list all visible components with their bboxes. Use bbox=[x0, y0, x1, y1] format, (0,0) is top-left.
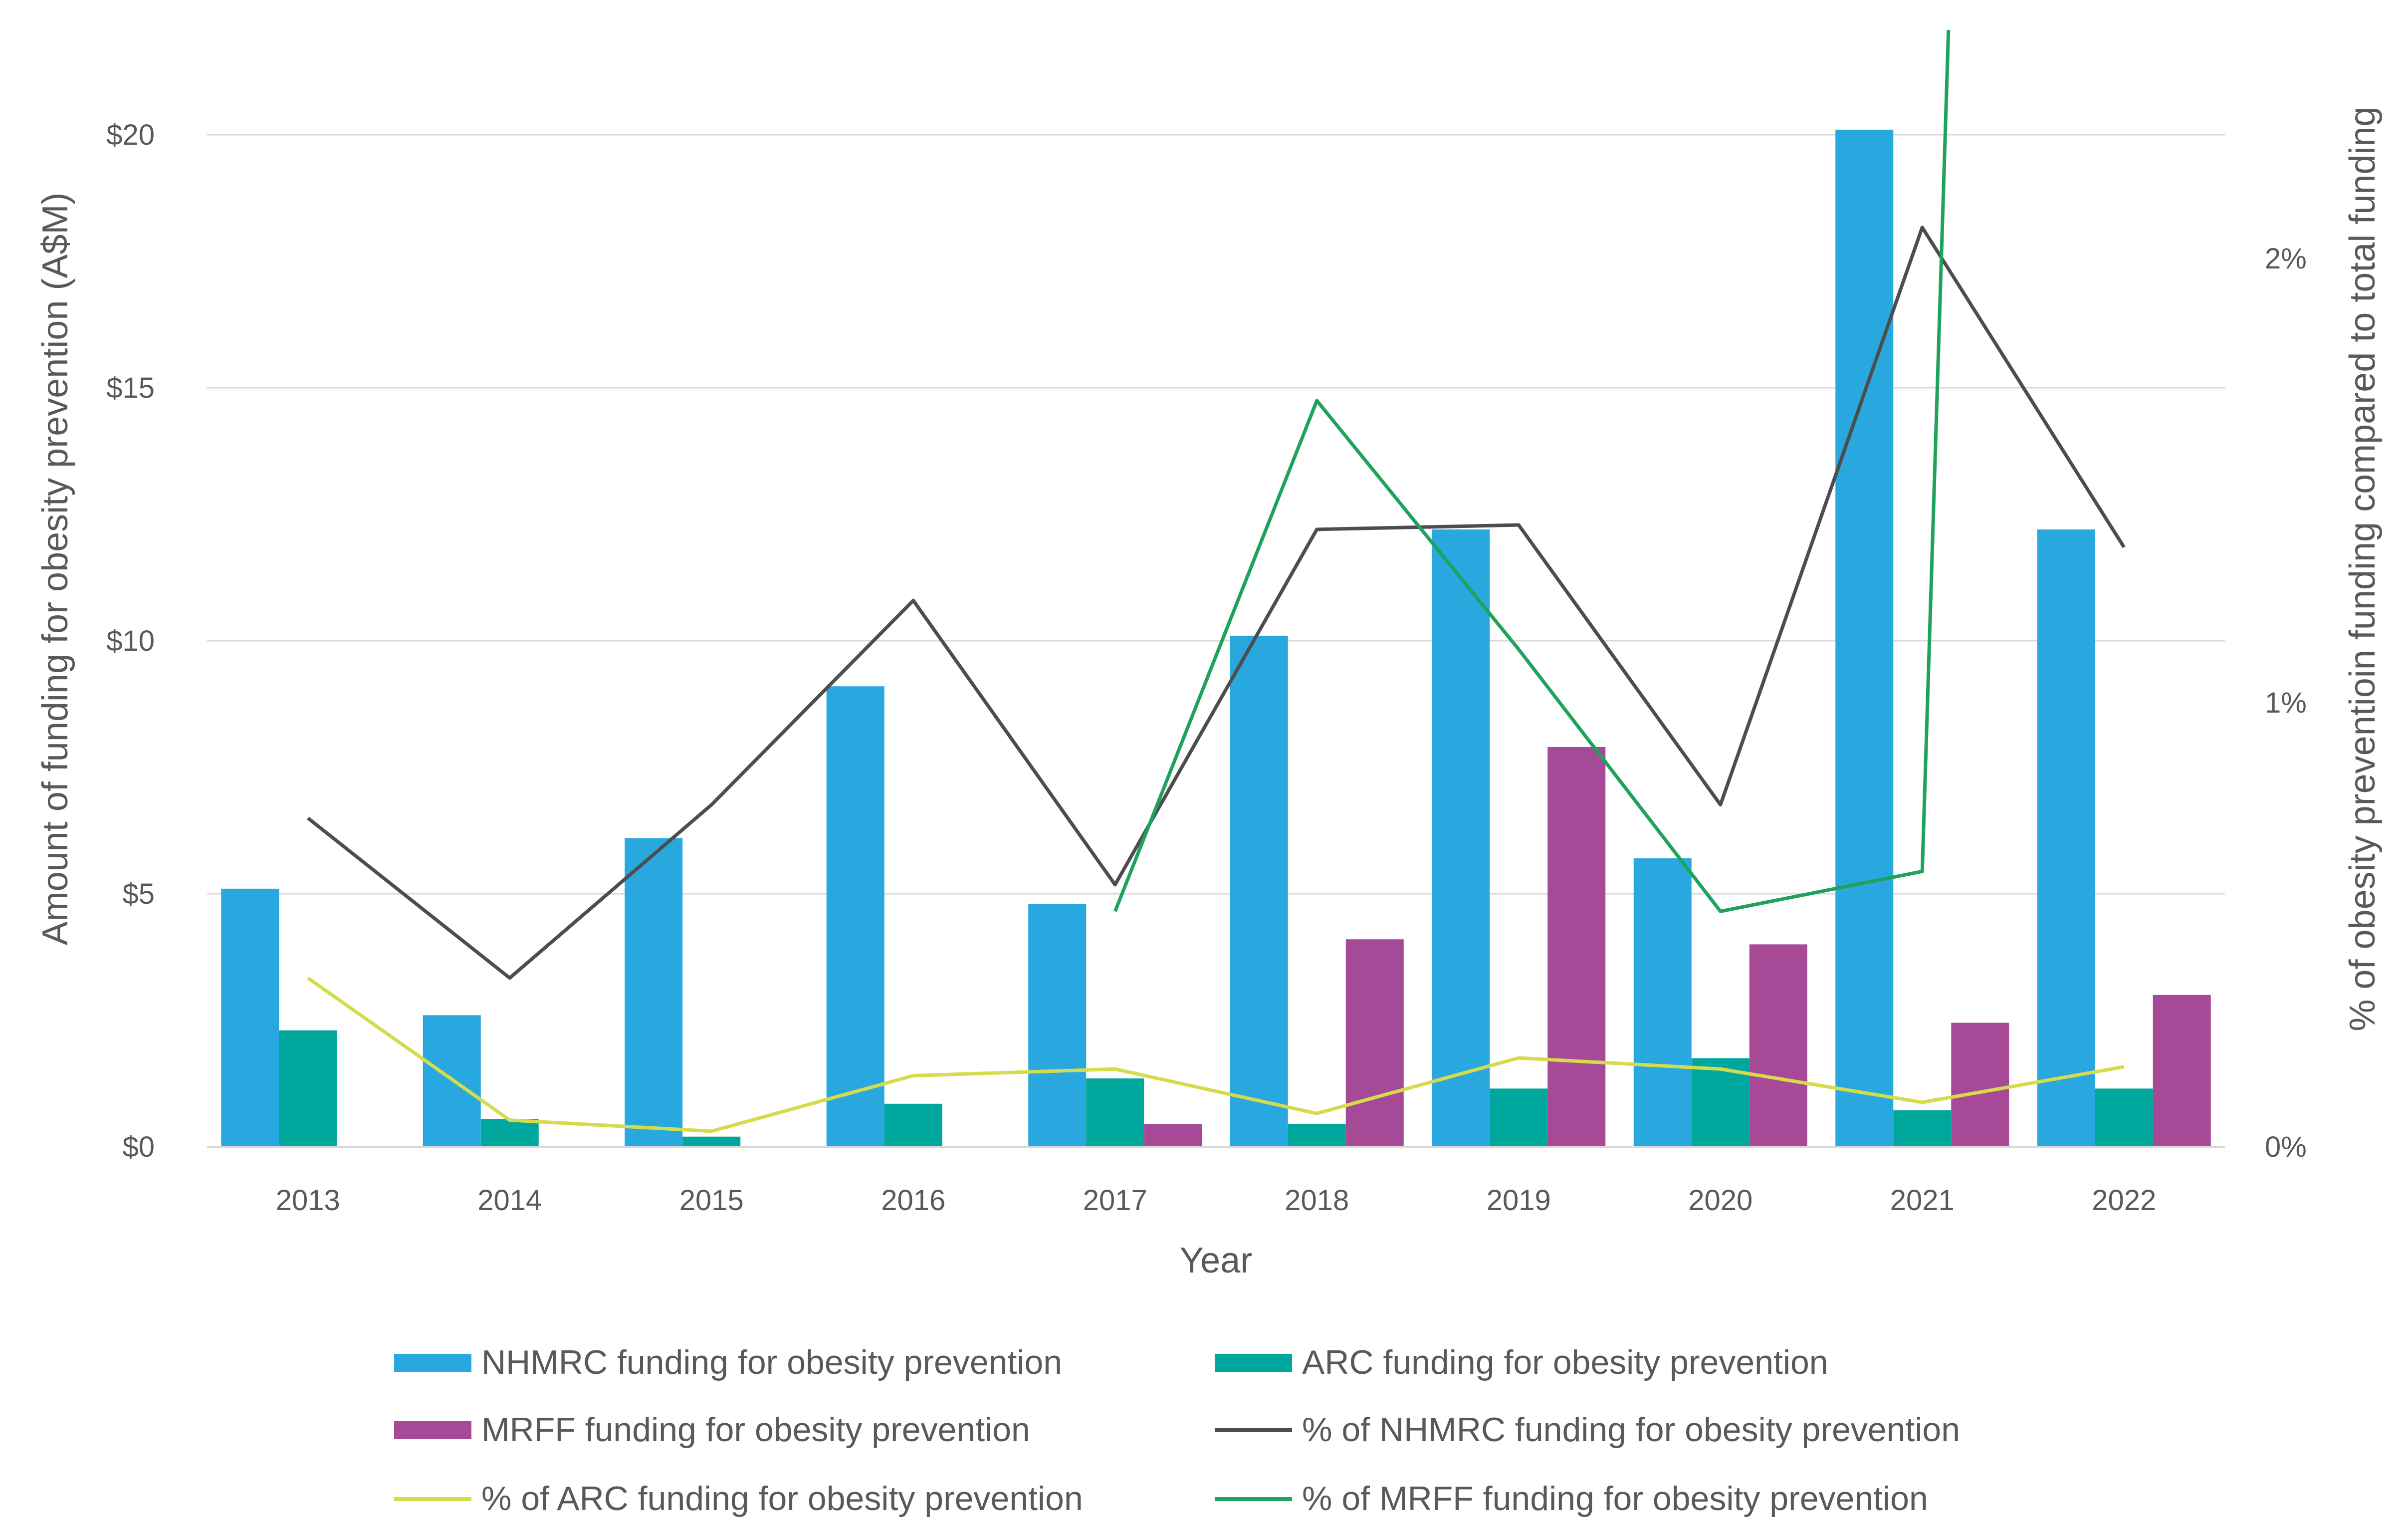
legend-label-mrff-line: % of MRFF funding for obesity prevention bbox=[1302, 1480, 1928, 1518]
y-tick-0: $0 bbox=[122, 1131, 155, 1163]
legend-swatch-arc-bar bbox=[1215, 1354, 1292, 1372]
y-axis-title: Amount of funding for obesity prevention… bbox=[35, 193, 75, 946]
legend-label-arc-line: % of ARC funding for obesity prevention bbox=[481, 1480, 1083, 1518]
legend-swatch-mrff-bar bbox=[394, 1421, 471, 1439]
legend-swatch-nhmrc-bar bbox=[394, 1354, 471, 1372]
legend-item-arc-bar: ARC funding for obesity prevention bbox=[1215, 1343, 1828, 1381]
legend-item-mrff-bar: MRFF funding for obesity prevention bbox=[394, 1411, 1030, 1449]
legend-item-mrff-line: % of MRFF funding for obesity prevention bbox=[1215, 1480, 1928, 1518]
grid-lines bbox=[207, 134, 2225, 895]
x-tick-2021: 2021 bbox=[1890, 1184, 1955, 1217]
x-tick-2017: 2017 bbox=[1083, 1184, 1147, 1217]
y2-axis-title: % of obesity preventioin funding compare… bbox=[2343, 106, 2383, 1031]
bar-mrff-2017 bbox=[1144, 1124, 1202, 1147]
bar-mrff-2021 bbox=[1951, 1022, 2009, 1147]
y2-tick-1: 1% bbox=[2265, 687, 2307, 719]
x-tick-2013: 2013 bbox=[276, 1184, 340, 1217]
y-tick-2: $10 bbox=[106, 625, 155, 657]
legend-item-nhmrc-line: % of NHMRC funding for obesity preventio… bbox=[1215, 1411, 1960, 1449]
line-of-arc-funding-for-obesity-prevention bbox=[307, 976, 2125, 1133]
y-tick-4: $20 bbox=[106, 119, 155, 151]
bar-nhmrc-2020 bbox=[1633, 858, 1692, 1147]
bar-arc-2013 bbox=[279, 1030, 337, 1147]
x-tick-2018: 2018 bbox=[1285, 1184, 1349, 1217]
bar-mrff-2019 bbox=[1547, 747, 1606, 1147]
bar-arc-2019 bbox=[1490, 1088, 1548, 1147]
bar-nhmrc-2018 bbox=[1230, 635, 1288, 1147]
series-lines bbox=[307, 30, 2126, 1133]
legend-label-mrff-bar: MRFF funding for obesity prevention bbox=[481, 1411, 1030, 1449]
bar-nhmrc-2015 bbox=[625, 838, 683, 1147]
line-of-nhmrc-funding-for-obesity-prevention bbox=[307, 226, 2126, 980]
line-of-mrff-funding-for-obesity-prevention bbox=[1113, 30, 1951, 913]
x-tick-2014: 2014 bbox=[477, 1184, 542, 1217]
bars bbox=[221, 129, 2211, 1147]
legend-label-nhmrc-bar: NHMRC funding for obesity prevention bbox=[481, 1343, 1062, 1381]
y2-tick-2: 2% bbox=[2265, 243, 2307, 275]
legend-label-nhmrc-line: % of NHMRC funding for obesity preventio… bbox=[1302, 1411, 1960, 1449]
bar-arc-2015 bbox=[682, 1136, 741, 1147]
bar-arc-2017 bbox=[1086, 1078, 1144, 1147]
legend: NHMRC funding for obesity prevention ARC… bbox=[394, 1343, 1960, 1518]
bar-nhmrc-2022 bbox=[2037, 529, 2095, 1147]
bar-nhmrc-2016 bbox=[826, 686, 884, 1147]
bar-mrff-2022 bbox=[2153, 995, 2211, 1147]
bar-mrff-2020 bbox=[1749, 944, 1807, 1147]
bar-arc-2022 bbox=[2095, 1088, 2153, 1147]
bar-arc-2021 bbox=[1893, 1110, 1952, 1147]
x-axis-title: Year bbox=[1180, 1241, 1252, 1280]
legend-item-arc-line: % of ARC funding for obesity prevention bbox=[394, 1480, 1083, 1518]
legend-label-arc-bar: ARC funding for obesity prevention bbox=[1302, 1343, 1828, 1381]
bar-arc-2014 bbox=[480, 1119, 539, 1147]
y-tick-3: $15 bbox=[106, 372, 155, 404]
y-tick-1: $5 bbox=[122, 878, 155, 910]
x-tick-2022: 2022 bbox=[2092, 1184, 2156, 1217]
x-tick-2020: 2020 bbox=[1688, 1184, 1752, 1217]
x-tick-2015: 2015 bbox=[679, 1184, 744, 1217]
x-tick-2016: 2016 bbox=[881, 1184, 945, 1217]
y2-tick-0: 0% bbox=[2265, 1131, 2307, 1163]
bar-nhmrc-2021 bbox=[1835, 129, 1894, 1147]
bar-nhmrc-2019 bbox=[1432, 529, 1490, 1147]
bar-nhmrc-2013 bbox=[221, 888, 279, 1147]
tick-labels: 2013 2014 2015 2016 2017 2018 2019 2020 2021 2022… bbox=[106, 119, 2307, 1217]
bar-mrff-2018 bbox=[1345, 939, 1404, 1147]
legend-item-nhmrc-bar: NHMRC funding for obesity prevention bbox=[394, 1343, 1062, 1381]
bar-arc-2016 bbox=[884, 1103, 942, 1147]
bar-arc-2018 bbox=[1288, 1124, 1346, 1147]
bar-nhmrc-2017 bbox=[1028, 904, 1087, 1147]
x-tick-2019: 2019 bbox=[1487, 1184, 1551, 1217]
